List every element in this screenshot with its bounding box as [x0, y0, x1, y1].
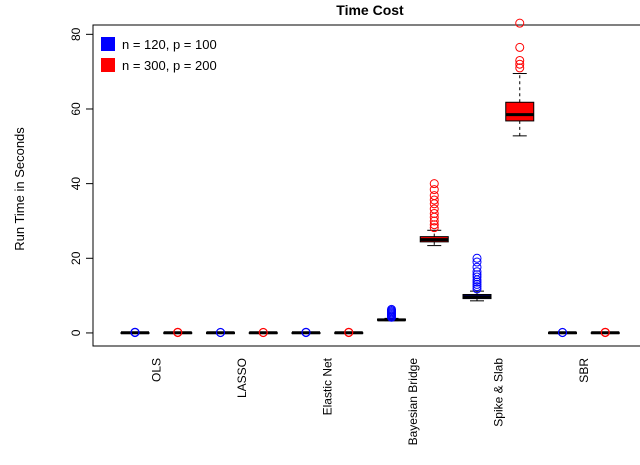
chart-title: Time Cost [336, 2, 404, 18]
box-3-1 [419, 179, 449, 247]
box-0-0 [120, 327, 150, 338]
x-category-label: Bayesian Bridge [406, 358, 420, 446]
box-iqr [505, 101, 535, 122]
outlier-point [429, 179, 439, 189]
x-category-label: Spike & Slab [491, 358, 505, 427]
outlier-point [515, 63, 525, 73]
outlier-point [301, 327, 311, 337]
outlier-point [472, 282, 482, 292]
y-tick-label: 60 [69, 102, 83, 116]
outlier-point [472, 284, 482, 294]
box-2-0 [291, 327, 321, 338]
x-category-label: SBR [577, 358, 591, 383]
outlier-point [429, 223, 439, 233]
outlier-point [558, 327, 567, 337]
box-4-1 [505, 18, 535, 137]
outlier-point [472, 262, 482, 272]
outlier-point [472, 257, 482, 267]
legend-label: n = 120, p = 100 [122, 37, 217, 52]
y-axis: 0 20 40 60 80 [69, 27, 94, 336]
outlier-point [515, 18, 525, 28]
outlier-point [130, 327, 140, 337]
y-axis-label: Run Time in Seconds [12, 127, 27, 251]
box-1-1 [248, 327, 278, 338]
outlier-point [472, 267, 482, 277]
outlier-point [344, 327, 354, 337]
outlier-point [515, 55, 525, 65]
outlier-point [387, 304, 396, 314]
outlier-point [472, 253, 482, 263]
outlier-point [429, 208, 439, 218]
outlier-point [515, 59, 525, 69]
outlier-point [472, 277, 482, 287]
outlier-point [429, 191, 439, 201]
outlier-point [429, 216, 439, 226]
outlier-point [472, 272, 482, 282]
legend: n = 120, p = 100 n = 300, p = 200 [101, 37, 217, 73]
x-category-label: Elastic Net [320, 357, 334, 415]
outlier-point [216, 327, 225, 337]
outlier-point [173, 327, 183, 337]
y-tick-label: 80 [69, 27, 83, 41]
y-tick-label: 20 [69, 251, 83, 265]
outlier-point [258, 327, 268, 337]
plot-frame [92, 24, 640, 347]
box-1-0 [206, 327, 235, 338]
box-2-1 [334, 327, 364, 338]
box-groups [120, 18, 620, 338]
outlier-point [429, 204, 439, 214]
outlier-point [472, 270, 482, 280]
outlier-point [472, 279, 482, 289]
box-5-1 [590, 327, 620, 338]
x-category-label: OLS [149, 358, 163, 382]
outlier-point [429, 195, 439, 205]
legend-swatch [101, 58, 115, 72]
box-5-0 [548, 327, 577, 338]
legend-swatch [101, 37, 115, 51]
x-category-label: LASSO [235, 358, 249, 398]
outlier-point [515, 42, 525, 52]
box-0-1 [163, 327, 193, 338]
legend-label: n = 300, p = 200 [122, 58, 217, 73]
box-4-0 [462, 253, 492, 302]
box-3-0 [377, 304, 406, 322]
outlier-point [600, 327, 610, 337]
outlier-point [429, 185, 439, 195]
y-tick-label: 0 [69, 329, 83, 336]
x-axis: OLS LASSO Elastic Net Bayesian Bridge Spike … [149, 357, 591, 445]
outlier-point [429, 220, 439, 230]
y-tick-label: 40 [69, 177, 83, 191]
